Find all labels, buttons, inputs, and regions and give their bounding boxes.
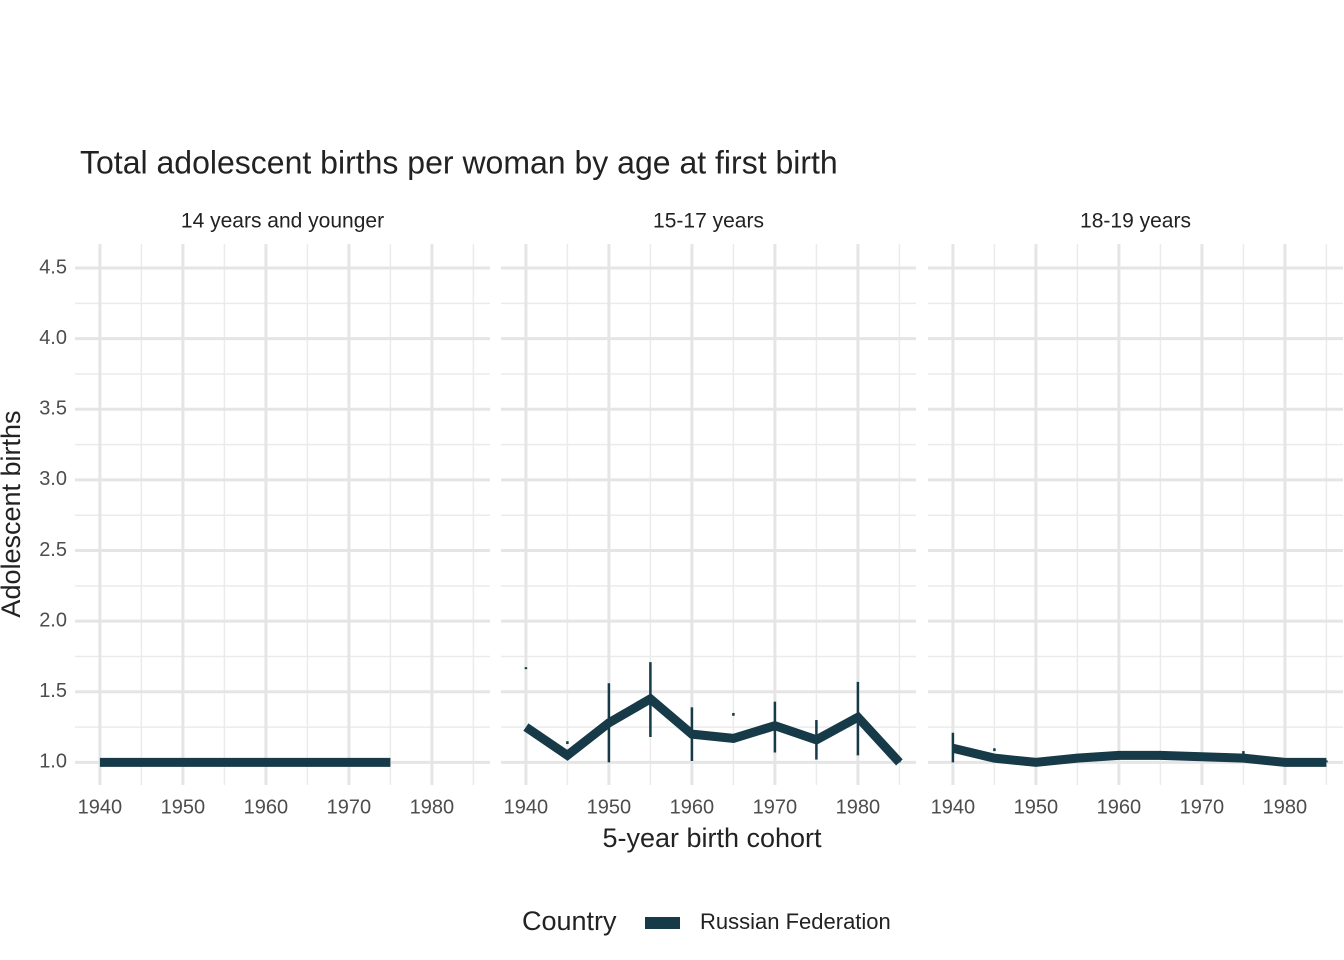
- y-tick-label: 3.5: [39, 398, 67, 420]
- x-tick-label: 1950: [161, 796, 206, 818]
- y-tick-label: 1.5: [39, 680, 67, 702]
- y-tick-label: 4.0: [39, 327, 67, 349]
- facet-label: 18-19 years: [1080, 210, 1191, 233]
- facet-label: 14 years and younger: [181, 210, 384, 233]
- x-tick-label: 1980: [1263, 796, 1308, 818]
- legend-label: Russian Federation: [700, 909, 891, 934]
- line: [951, 743, 1327, 767]
- y-tick-label: 3.0: [39, 468, 67, 490]
- line: [523, 693, 903, 766]
- x-tick-label: 1970: [327, 796, 372, 818]
- y-tick-label: 1.0: [39, 751, 67, 773]
- facet-label: 15-17 years: [653, 210, 764, 233]
- x-tick-label: 1950: [587, 796, 632, 818]
- y-tick-label: 4.5: [39, 256, 67, 278]
- x-tick-label: 1970: [753, 796, 798, 818]
- x-tick-label: 1950: [1014, 796, 1059, 818]
- legend-title: Country: [522, 906, 617, 936]
- y-tick-label: 2.5: [39, 539, 67, 561]
- x-tick-label: 1960: [244, 796, 289, 818]
- x-tick-label: 1980: [410, 796, 455, 818]
- chart-title: Total adolescent births per woman by age…: [80, 144, 838, 180]
- x-tick-label: 1980: [836, 796, 881, 818]
- x-tick-label: 1940: [931, 796, 976, 818]
- x-tick-label: 1960: [1097, 796, 1142, 818]
- x-tick-label: 1940: [78, 796, 123, 818]
- x-tick-label: 1940: [504, 796, 549, 818]
- x-axis-label: 5-year birth cohort: [602, 823, 822, 853]
- y-tick-label: 2.0: [39, 609, 67, 631]
- legend-key: [645, 917, 680, 929]
- x-tick-label: 1970: [1180, 796, 1225, 818]
- x-tick-label: 1960: [670, 796, 715, 818]
- y-axis-label: Adolescent births: [0, 410, 26, 617]
